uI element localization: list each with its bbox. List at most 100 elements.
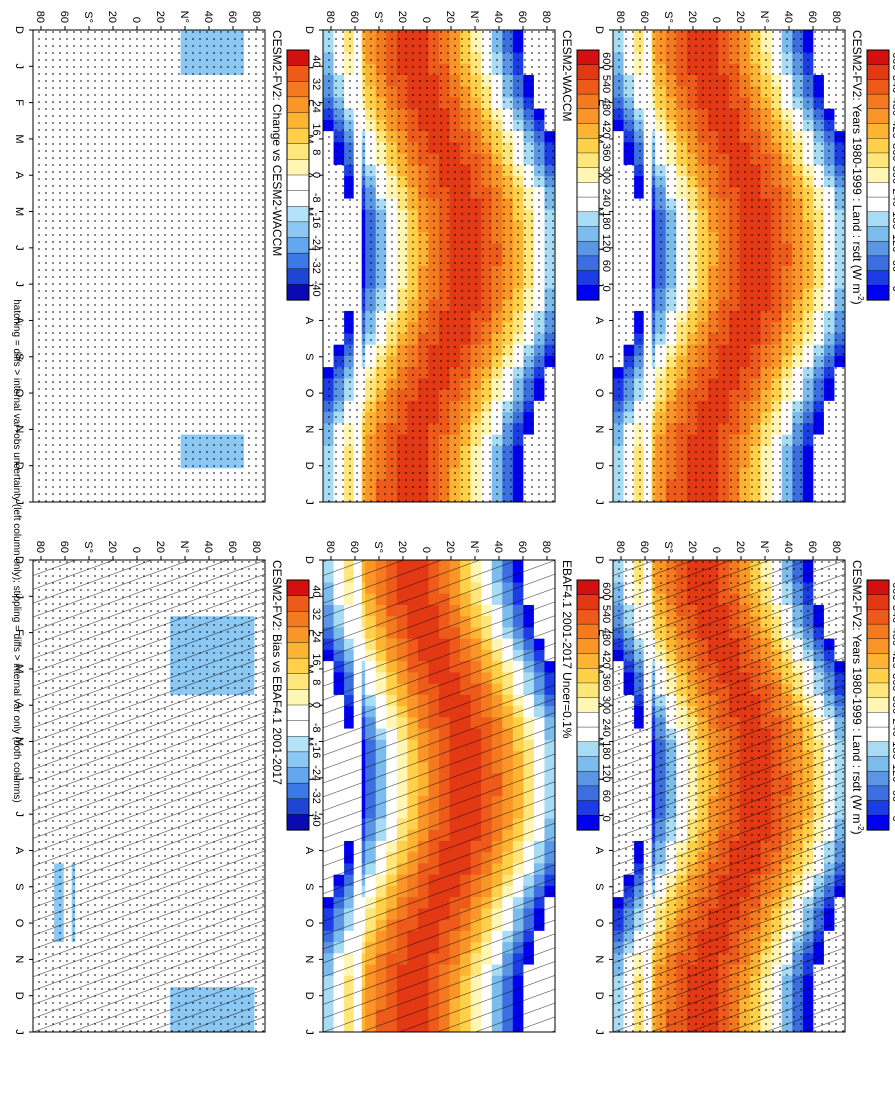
- colorbar-label: 600: [600, 52, 612, 70]
- colorbar-label: 600: [890, 582, 895, 600]
- lat-tick-label: 60: [516, 11, 528, 23]
- colorbar-label: 480: [890, 98, 895, 116]
- colorbar-swatch: [576, 64, 600, 81]
- colorbar-frame: [576, 579, 600, 831]
- colorbar-frame: [576, 49, 600, 301]
- panel-plot-area: [613, 560, 845, 1032]
- colorbar-label: 240: [890, 189, 895, 207]
- colorbar-swatch: [866, 285, 890, 301]
- month-tick-label: J: [593, 1029, 605, 1035]
- colorbar-swatch: [576, 697, 600, 713]
- lat-tick-label: N°: [468, 11, 480, 23]
- colorbar-swatch: [866, 182, 890, 198]
- colorbar-swatch: [576, 138, 600, 154]
- panel-2: CESM2-FV2: Years 1980-1999 : Land : rsdt…: [593, 11, 865, 505]
- colorbar-swatch: [576, 152, 600, 169]
- lat-tick-label: 80: [540, 541, 552, 553]
- colorbar-swatch: [866, 270, 890, 286]
- panel-title: CESM2-FV2: Years 1980-1999 : Land : rsdt…: [850, 30, 865, 305]
- colorbar-swatch: [866, 712, 890, 728]
- colorbar-swatch: [576, 712, 600, 728]
- lat-tick-label: 20: [734, 541, 746, 553]
- month-tick-label: S: [303, 883, 315, 890]
- month-tick-label: S: [593, 353, 605, 360]
- colorbar-swatch: [866, 726, 890, 743]
- lat-tick-label: 40: [782, 11, 794, 23]
- lat-tick-label: 40: [492, 541, 504, 553]
- colorbar-label: 60: [890, 790, 895, 802]
- colorbar-label: 60: [600, 260, 612, 272]
- month-tick-label: M: [13, 664, 25, 673]
- month-tick-label: S: [303, 353, 315, 360]
- month-tick-label: N: [303, 955, 315, 963]
- colorbar-label: 600: [890, 52, 895, 70]
- panel-title: CESM2-WACCM: [560, 30, 574, 122]
- colorbar-swatch: [866, 697, 890, 713]
- colorbar-label: 300: [600, 696, 612, 714]
- colorbar-label: 120: [890, 234, 895, 252]
- colorbar-swatch: [866, 138, 890, 154]
- month-tick-label: F: [13, 629, 25, 636]
- colorbar-frame: [866, 49, 890, 301]
- lat-tick-label: 20: [444, 541, 456, 553]
- colorbar-label: 300: [600, 166, 612, 184]
- colorbar-swatch: [866, 668, 890, 684]
- month-tick-label: O: [593, 389, 605, 398]
- colorbar-swatch: [866, 653, 890, 669]
- colorbar-label: 240: [890, 719, 895, 737]
- panel-title-end: ): [850, 301, 864, 305]
- colorbar-label: 540: [890, 75, 895, 93]
- colorbar-swatch: [576, 285, 600, 301]
- lat-tick-label: 20: [396, 541, 408, 553]
- figure-footnote: hatching = diffs > internal var+obs unce…: [11, 299, 22, 803]
- colorbar-label: 240: [600, 719, 612, 737]
- colorbar-label: 600: [600, 582, 612, 600]
- month-tick-label: A: [303, 317, 315, 325]
- colorbar-swatch: [866, 741, 890, 758]
- colorbar-label: 480: [600, 628, 612, 646]
- lat-tick-label: 80: [324, 11, 336, 23]
- colorbar-label: 420: [600, 120, 612, 138]
- month-tick-label: J: [303, 1029, 315, 1035]
- colorbar-swatch: [866, 226, 890, 242]
- stippling-overlay: [323, 30, 555, 502]
- colorbar-swatch: [576, 653, 600, 669]
- lat-tick-label: S°: [372, 541, 384, 553]
- panel-3: EBAF4.1 2001-2017 Uncer=0.1%DJFMAMJJASON…: [303, 541, 574, 1035]
- colorbar-swatch: [866, 609, 890, 625]
- colorbar-swatch: [866, 240, 890, 257]
- colorbar-swatch: [576, 638, 600, 655]
- month-tick-label: D: [13, 556, 25, 564]
- colorbar-swatch: [576, 196, 600, 213]
- colorbar-swatch: [576, 182, 600, 198]
- lat-tick-label: 20: [734, 11, 746, 23]
- lat-tick-label: S°: [662, 541, 674, 553]
- colorbar-swatch: [576, 756, 600, 772]
- month-tick-label: N: [303, 425, 315, 433]
- month-tick-label: D: [593, 462, 605, 470]
- colorbar-label: 540: [890, 605, 895, 623]
- colorbar-swatch: [576, 594, 600, 611]
- panel-1: CESM2-FV2: Years 1980-1999 : Land : rsdt…: [593, 541, 865, 1035]
- colorbar-swatch: [866, 211, 890, 228]
- lat-tick-label: 0: [710, 547, 722, 553]
- month-tick-label: N: [593, 425, 605, 433]
- colorbar-label: 180: [600, 741, 612, 759]
- month-tick-label: O: [303, 389, 315, 398]
- lat-tick-label: 80: [540, 11, 552, 23]
- panel-title-superscript: -2: [856, 293, 865, 301]
- lat-tick-label: 0: [710, 17, 722, 23]
- colorbar-swatch: [576, 815, 600, 831]
- panel-frame: [322, 559, 556, 1033]
- colorbar-swatch: [866, 800, 890, 816]
- colorbar-swatch: [866, 93, 890, 110]
- colorbar-swatch: [576, 579, 600, 596]
- lat-tick-label: 60: [638, 541, 650, 553]
- panel-frame: [32, 559, 266, 1033]
- colorbar-label: 300: [890, 696, 895, 714]
- colorbar-swatch: [866, 623, 890, 640]
- colorbar-label: 120: [600, 234, 612, 252]
- lat-tick-label: 0: [420, 17, 432, 23]
